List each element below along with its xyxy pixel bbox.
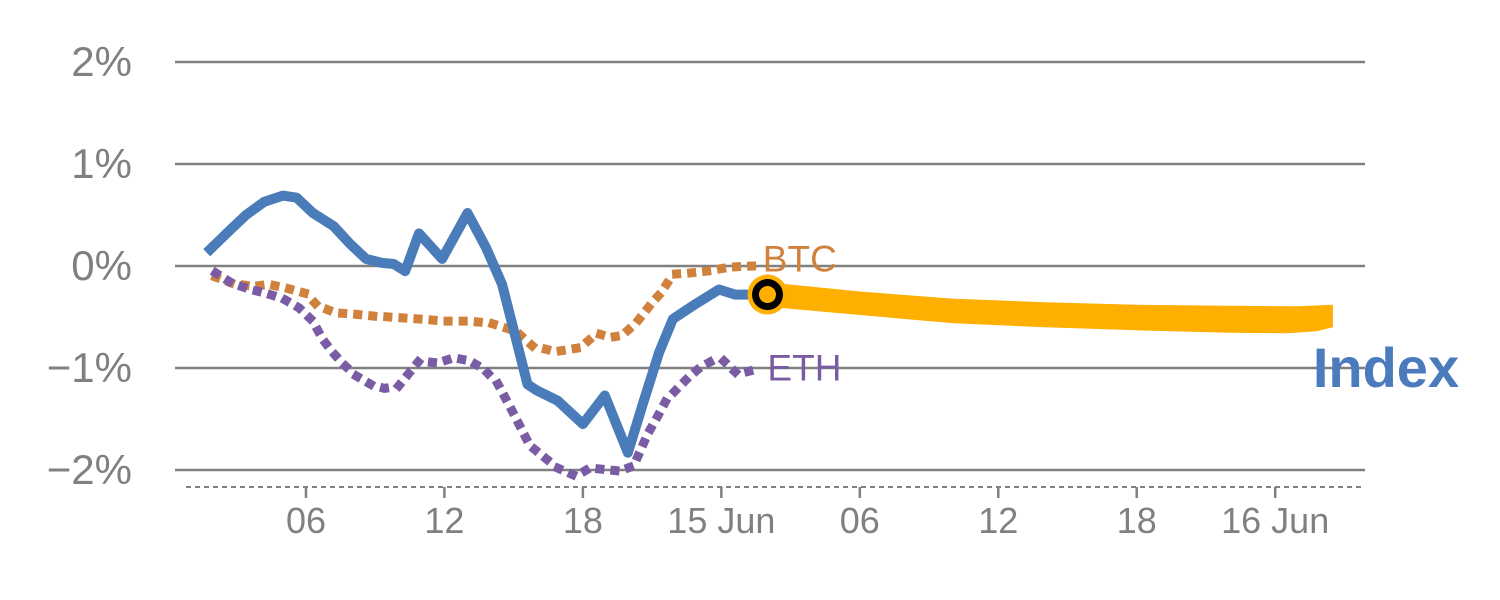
series-label-eth: ETH bbox=[767, 347, 842, 389]
x-tick-label: 12 bbox=[424, 500, 464, 541]
series-label-index: Index bbox=[1312, 336, 1460, 399]
x-tick-label: 06 bbox=[286, 500, 326, 541]
line-btc bbox=[210, 261, 759, 357]
marker-core bbox=[759, 286, 777, 304]
y-tick-label: 0% bbox=[71, 242, 132, 289]
y-tick-label: −1% bbox=[47, 344, 132, 391]
index-forecast-band bbox=[767, 282, 1333, 334]
series-label-btc: BTC bbox=[762, 238, 837, 280]
x-tick-label: 06 bbox=[840, 500, 880, 541]
y-tick-label: 1% bbox=[71, 140, 132, 187]
x-tick-label: 18 bbox=[563, 500, 603, 541]
y-tick-label: −2% bbox=[47, 446, 132, 493]
x-tick-label: 12 bbox=[978, 500, 1018, 541]
x-tick-label: 18 bbox=[1117, 500, 1157, 541]
y-tick-label: 2% bbox=[71, 38, 132, 85]
x-tick-label: 16 Jun bbox=[1221, 500, 1329, 541]
line-eth bbox=[209, 266, 760, 481]
line-index bbox=[203, 190, 768, 458]
x-tick-label: 15 Jun bbox=[667, 500, 775, 541]
